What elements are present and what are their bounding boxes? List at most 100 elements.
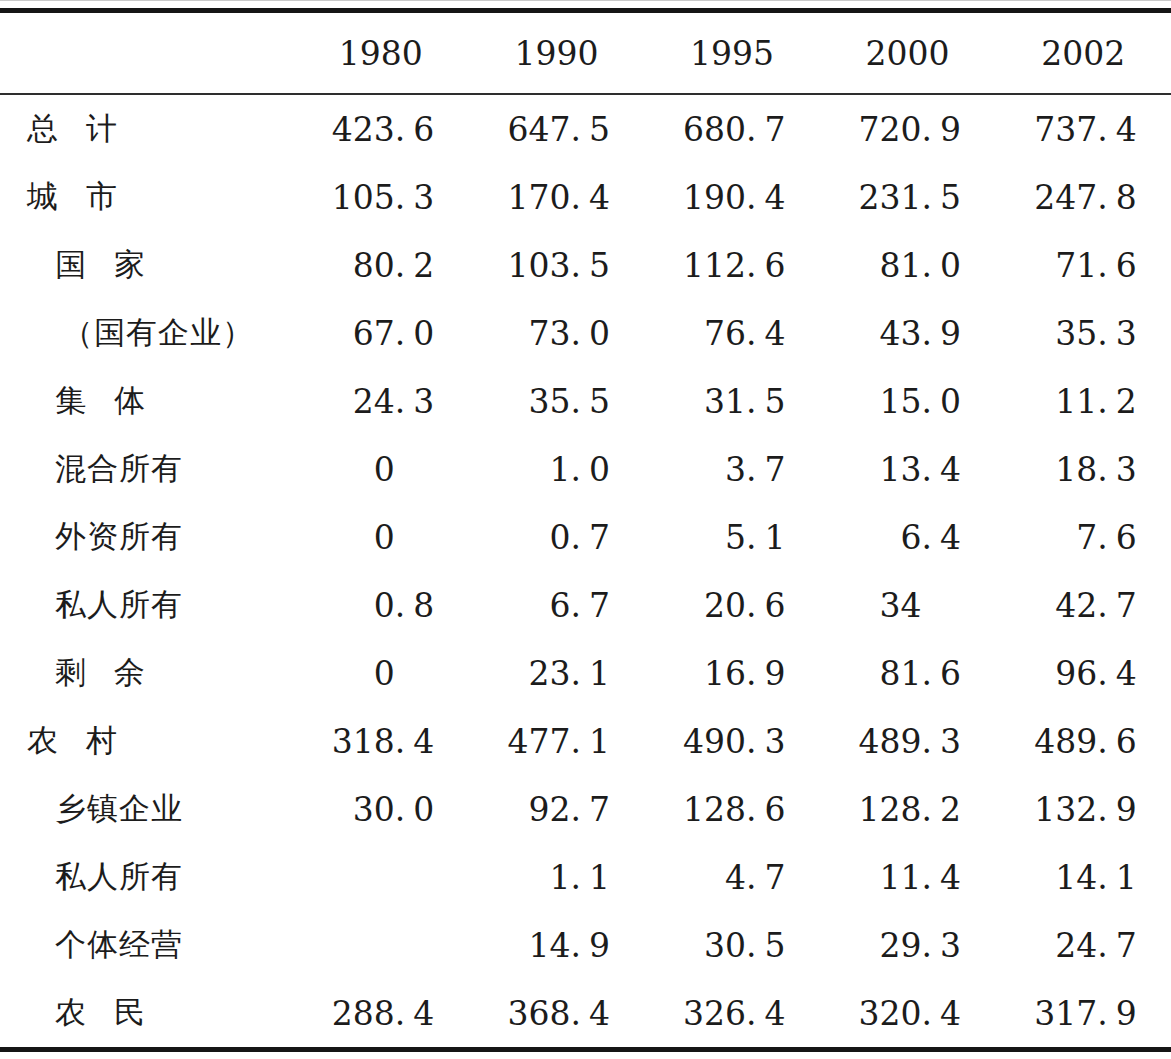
- row-label: 城市: [0, 163, 293, 231]
- value-cell: 34: [820, 571, 996, 639]
- value-cell: 490.3: [644, 707, 820, 775]
- value-cell: 288.4: [293, 979, 469, 1050]
- value-cell: 92.7: [469, 775, 645, 843]
- value-cell: 489.3: [820, 707, 996, 775]
- value-cell: 80.2: [293, 231, 469, 299]
- value-cell: 15.0: [820, 367, 996, 435]
- value-cell: 128.6: [644, 775, 820, 843]
- table-body: 总计 423.6 647.5 680.7 720.9 737.4 城市 105.…: [0, 94, 1171, 1050]
- scanned-table-page: 1980 1990 1995 2000 2002 总计 423.6 647.5 …: [0, 0, 1171, 1059]
- value-cell: 14.1: [995, 843, 1171, 911]
- row-label-text: 总计: [27, 110, 145, 146]
- header-row: 1980 1990 1995 2000 2002: [0, 11, 1171, 95]
- year-column-header: 1995: [644, 11, 820, 95]
- table-row-mixed-ownership: 混合所有 0 1.0 3.7 13.4 18.3: [0, 435, 1171, 503]
- value-cell: 647.5: [469, 94, 645, 163]
- row-label-text: 剩余: [55, 654, 173, 690]
- value-cell: 42.7: [995, 571, 1171, 639]
- row-label-text: （国有企业）: [62, 314, 254, 350]
- value-cell: 4.7: [644, 843, 820, 911]
- value-cell: 170.4: [469, 163, 645, 231]
- value-cell: 0.8: [293, 571, 469, 639]
- value-cell: 24.3: [293, 367, 469, 435]
- value-cell: 16.9: [644, 639, 820, 707]
- value-cell: 29.3: [820, 911, 996, 979]
- table-row-remainder: 剩余 0 23.1 16.9 81.6 96.4: [0, 639, 1171, 707]
- statistics-table: 1980 1990 1995 2000 2002 总计 423.6 647.5 …: [0, 8, 1171, 1052]
- year-column-header: 2002: [995, 11, 1171, 95]
- value-cell: 31.5: [644, 367, 820, 435]
- value-cell: 18.3: [995, 435, 1171, 503]
- row-label-text: 个体经营: [55, 926, 183, 962]
- table-row-urban: 城市 105.3 170.4 190.4 231.5 247.8: [0, 163, 1171, 231]
- value-cell: 320.4: [820, 979, 996, 1050]
- row-label: 私人所有: [0, 571, 293, 639]
- row-label: 乡镇企业: [0, 775, 293, 843]
- value-cell: 317.9: [995, 979, 1171, 1050]
- row-label: 农民: [0, 979, 293, 1050]
- value-cell: 128.2: [820, 775, 996, 843]
- table-row-foreign-owned: 外资所有 0 0.7 5.1 6.4 7.6: [0, 503, 1171, 571]
- value-cell: 0: [293, 435, 469, 503]
- value-cell: 81.0: [820, 231, 996, 299]
- value-cell: 7.6: [995, 503, 1171, 571]
- table-row-individual-business: 个体经营 14.9 30.5 29.3 24.7: [0, 911, 1171, 979]
- value-cell: 247.8: [995, 163, 1171, 231]
- value-cell: 73.0: [469, 299, 645, 367]
- table-row-rural: 农村 318.4 477.1 490.3 489.3 489.6: [0, 707, 1171, 775]
- value-cell: 24.7: [995, 911, 1171, 979]
- row-label-text: 外资所有: [55, 518, 183, 554]
- value-cell: 1.1: [469, 843, 645, 911]
- table-header: 1980 1990 1995 2000 2002: [0, 11, 1171, 95]
- table-row-state-owned-enterprises: （国有企业） 67.0 73.0 76.4 43.9 35.3: [0, 299, 1171, 367]
- value-cell: 81.6: [820, 639, 996, 707]
- value-cell: 96.4: [995, 639, 1171, 707]
- table-row-private-rural: 私人所有 1.1 4.7 11.4 14.1: [0, 843, 1171, 911]
- value-cell: 0: [293, 639, 469, 707]
- value-cell: 14.9: [469, 911, 645, 979]
- year-column-header: 2000: [820, 11, 996, 95]
- value-cell: 368.4: [469, 979, 645, 1050]
- value-cell: 231.5: [820, 163, 996, 231]
- value-cell: 35.5: [469, 367, 645, 435]
- row-label: 混合所有: [0, 435, 293, 503]
- row-label: 个体经营: [0, 911, 293, 979]
- row-label: 集体: [0, 367, 293, 435]
- value-cell: 11.4: [820, 843, 996, 911]
- value-cell: 43.9: [820, 299, 996, 367]
- value-cell: 20.6: [644, 571, 820, 639]
- value-cell: 103.5: [469, 231, 645, 299]
- value-cell: [293, 911, 469, 979]
- table-row-collective: 集体 24.3 35.5 31.5 15.0 11.2: [0, 367, 1171, 435]
- year-column-header: 1980: [293, 11, 469, 95]
- value-cell: 489.6: [995, 707, 1171, 775]
- row-label: 农村: [0, 707, 293, 775]
- row-label: （国有企业）: [0, 299, 293, 367]
- value-cell: 6.7: [469, 571, 645, 639]
- value-cell: 318.4: [293, 707, 469, 775]
- value-cell: 326.4: [644, 979, 820, 1050]
- value-cell: 680.7: [644, 94, 820, 163]
- table-row-private-urban: 私人所有 0.8 6.7 20.6 34 42.7: [0, 571, 1171, 639]
- value-cell: 1.0: [469, 435, 645, 503]
- value-cell: 477.1: [469, 707, 645, 775]
- table-row-farmers: 农民 288.4 368.4 326.4 320.4 317.9: [0, 979, 1171, 1050]
- row-label-text: 集体: [55, 382, 173, 418]
- row-label-text: 私人所有: [55, 858, 183, 894]
- table-row-state: 国家 80.2 103.5 112.6 81.0 71.6: [0, 231, 1171, 299]
- year-column-header: 1990: [469, 11, 645, 95]
- value-cell: 112.6: [644, 231, 820, 299]
- value-cell: 67.0: [293, 299, 469, 367]
- value-cell: [293, 843, 469, 911]
- row-label-text: 乡镇企业: [55, 790, 183, 826]
- value-cell: 13.4: [820, 435, 996, 503]
- value-cell: 35.3: [995, 299, 1171, 367]
- value-cell: 190.4: [644, 163, 820, 231]
- value-cell: 6.4: [820, 503, 996, 571]
- row-label-text: 农民: [55, 994, 173, 1030]
- value-cell: 76.4: [644, 299, 820, 367]
- row-label: 剩余: [0, 639, 293, 707]
- value-cell: 5.1: [644, 503, 820, 571]
- row-label-text: 私人所有: [55, 586, 183, 622]
- row-label: 私人所有: [0, 843, 293, 911]
